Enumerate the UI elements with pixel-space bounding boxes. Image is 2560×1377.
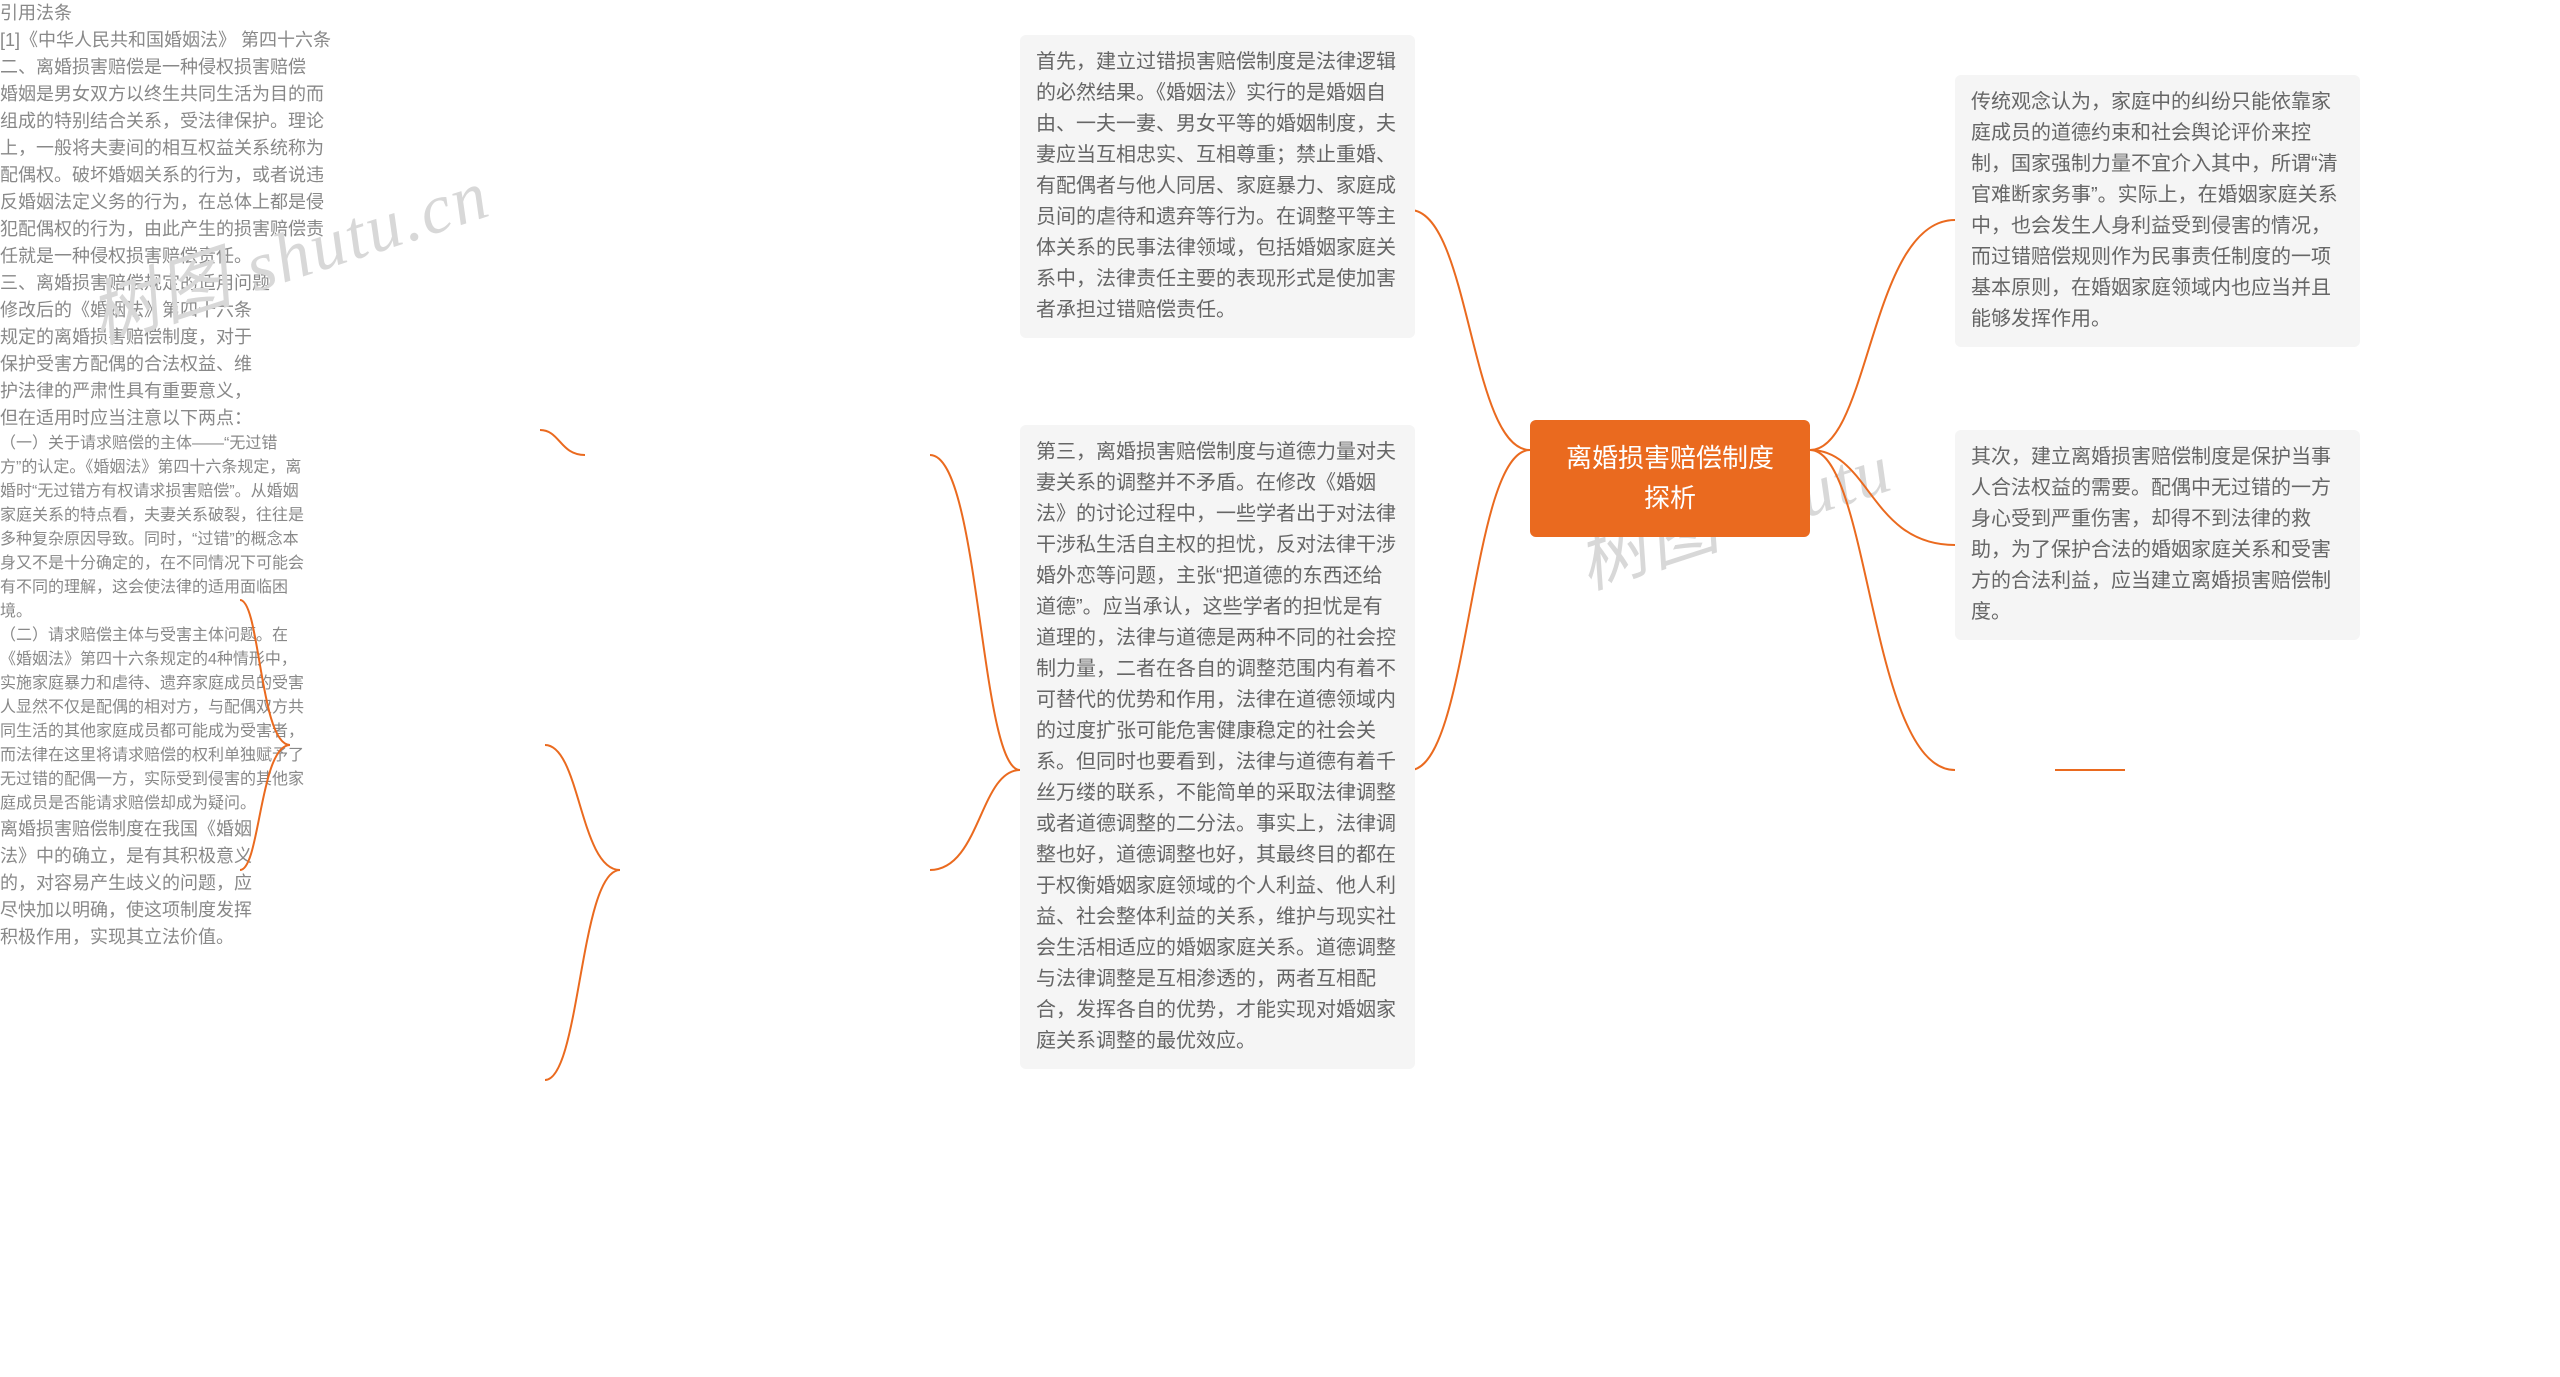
branch-3-label: 三、离婚损害赔偿规定的适用问题 [0,270,310,297]
branch-3-desc: 修改后的《婚姻法》第四十六条规定的离婚损害赔偿制度，对于保护受害方配偶的合法权益… [0,297,255,432]
branch-3-sub-1: （一）关于请求赔偿的主体——“无过错方”的认定。《婚姻法》第四十六条规定，离婚时… [0,432,310,624]
branch-3-sub-2: （二）请求赔偿主体与受害主体问题。在《婚姻法》第四十六条规定的4种情形中，实施家… [0,624,310,816]
root-node: 离婚损害赔偿制度探析 [1530,420,1810,537]
right-paragraph-1: 传统观念认为，家庭中的纠纷只能依靠家庭成员的道德约束和社会舆论评价来控制，国家强… [1955,75,2360,347]
cite-law-label: 引用法条 [0,0,2560,27]
branch-3-sub-3: 离婚损害赔偿制度在我国《婚姻法》中的确立，是有其积极意义的，对容易产生歧义的问题… [0,816,255,951]
right-paragraph-2: 其次，建立离婚损害赔偿制度是保护当事人合法权益的需要。配偶中无过错的一方身心受到… [1955,430,2360,640]
branch-2-desc: 婚姻是男女双方以终生共同生活为目的而组成的特别结合关系，受法律保护。理论上，一般… [0,81,330,270]
left-paragraph-1: 首先，建立过错损害赔偿制度是法律逻辑的必然结果。《婚姻法》实行的是婚姻自由、一夫… [1020,35,1415,338]
left-paragraph-2: 第三，离婚损害赔偿制度与道德力量对夫妻关系的调整并不矛盾。在修改《婚姻法》的讨论… [1020,425,1415,1069]
branch-2-label: 二、离婚损害赔偿是一种侵权损害赔偿 [0,54,345,81]
